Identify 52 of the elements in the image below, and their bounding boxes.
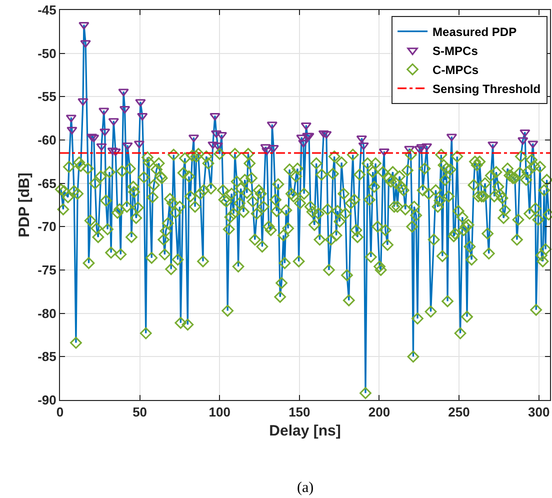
y-tick-label: -90	[38, 392, 56, 408]
point	[298, 140, 309, 148]
point	[210, 112, 220, 120]
x-tick-label: 100	[208, 404, 230, 420]
point	[404, 146, 415, 154]
point	[416, 144, 427, 152]
point	[260, 144, 271, 152]
legend-label: Measured PDP	[432, 25, 517, 40]
point	[86, 134, 98, 142]
point	[518, 137, 528, 145]
point	[266, 122, 278, 130]
legend-label: Sensing Threshold	[432, 82, 541, 96]
point	[358, 142, 369, 150]
point	[414, 146, 425, 154]
point	[118, 88, 129, 96]
text: (a)	[297, 480, 314, 496]
point	[122, 142, 133, 150]
y-tick-label: -45	[38, 2, 56, 18]
y-tick-label: -80	[38, 306, 56, 321]
x-tick-label: 50	[132, 404, 148, 420]
point	[98, 108, 110, 116]
y-tick-label: -65	[38, 176, 56, 191]
point	[268, 145, 279, 153]
point	[296, 134, 307, 142]
legend-label: C-MPCs	[432, 63, 479, 78]
point	[520, 129, 530, 137]
point	[208, 142, 218, 150]
point	[110, 148, 121, 156]
point	[80, 40, 91, 48]
point	[78, 22, 90, 30]
x-tick-label: 300	[528, 404, 550, 420]
x-tick-label: 0	[56, 404, 64, 420]
x-axis-title: Delay [ns]	[269, 422, 341, 440]
y-tick-label: -75	[38, 262, 56, 278]
y-tick-label: -60	[38, 132, 56, 148]
point	[96, 143, 107, 151]
point	[321, 131, 332, 139]
point	[108, 118, 119, 126]
point	[78, 98, 88, 106]
x-tick-label: 250	[448, 404, 470, 420]
legend-label: S-MPCs	[432, 44, 478, 58]
point	[135, 99, 146, 107]
y-tick-label: -85	[38, 349, 56, 364]
y-axis-title: PDP [dB]	[16, 172, 33, 238]
y-tick-label: -70	[38, 219, 56, 234]
y-tick-label: -50	[38, 46, 56, 61]
point	[300, 122, 312, 130]
y-tick-label: -55	[38, 89, 56, 104]
x-tick-label: 150	[288, 404, 310, 420]
point	[528, 140, 538, 148]
point	[66, 126, 78, 134]
x-tick-label: 200	[368, 404, 390, 420]
